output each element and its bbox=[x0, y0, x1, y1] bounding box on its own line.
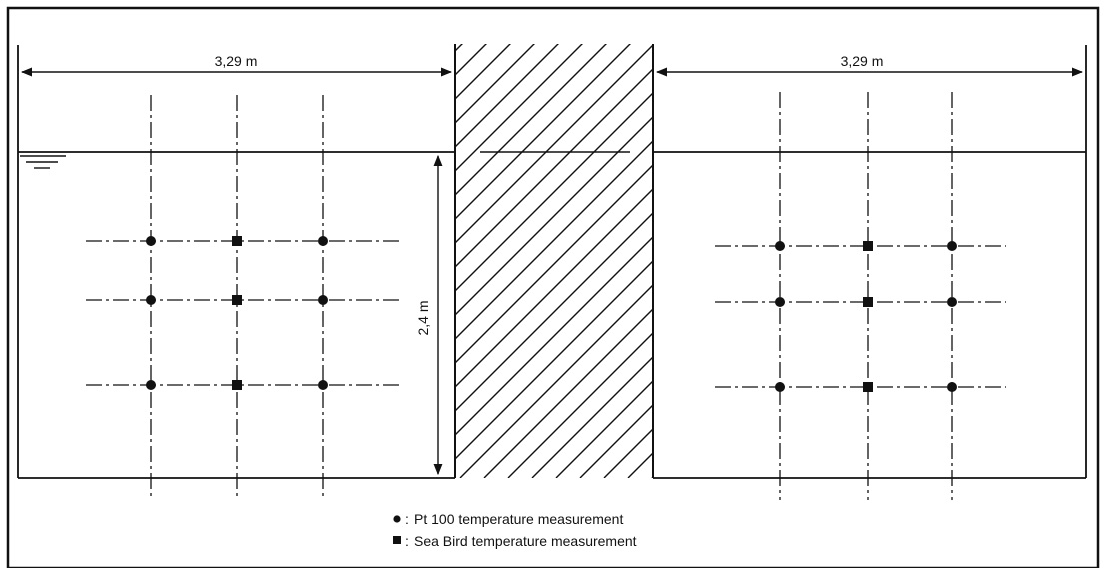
depth-dimension: 2,4 m bbox=[415, 154, 443, 476]
seabird-sensor-marker bbox=[232, 295, 242, 305]
depth-label: 2,4 m bbox=[415, 300, 431, 335]
pt100-sensor-marker bbox=[146, 236, 156, 246]
hatch-line bbox=[483, 308, 653, 478]
left-width-label: 3,29 m bbox=[215, 53, 258, 69]
hatch-line bbox=[555, 380, 653, 478]
hatch-line bbox=[455, 164, 653, 364]
pt100-sensor-marker bbox=[947, 382, 957, 392]
seabird-legend-label: Sea Bird temperature measurement bbox=[414, 533, 637, 549]
hatch-line bbox=[455, 44, 535, 124]
pt100-sensor-marker bbox=[146, 295, 156, 305]
seabird-sensor-marker bbox=[863, 382, 873, 392]
hatch-line bbox=[455, 44, 607, 196]
hatch-line bbox=[455, 212, 653, 412]
left-width-dimension: 3,29 m bbox=[20, 53, 453, 77]
seabird-legend-separator: : bbox=[405, 533, 409, 549]
hatch-line bbox=[0, 18, 440, 478]
right-width-label: 3,29 m bbox=[841, 53, 884, 69]
hatch-line bbox=[4, 18, 464, 478]
hatch-line bbox=[507, 332, 653, 478]
pt100-sensor-marker bbox=[775, 382, 785, 392]
hatch-line bbox=[455, 44, 487, 76]
pt100-sensor-marker bbox=[947, 241, 957, 251]
water-level-symbol bbox=[20, 155, 66, 169]
hatch-line bbox=[455, 260, 653, 460]
hatch-line bbox=[455, 44, 511, 100]
hatch-line bbox=[455, 236, 653, 436]
seabird-sensor-marker bbox=[863, 297, 873, 307]
hatch-line bbox=[603, 428, 653, 478]
outer-border bbox=[6, 6, 1100, 570]
hatch-line bbox=[531, 356, 653, 478]
pt100-sensor-marker bbox=[318, 236, 328, 246]
hatch-line bbox=[455, 44, 631, 220]
pt100-sensor-marker bbox=[318, 295, 328, 305]
seabird-legend-icon bbox=[393, 536, 401, 544]
hatch-line bbox=[676, 18, 1100, 478]
pt100-legend-label: Pt 100 temperature measurement bbox=[414, 511, 623, 527]
seabird-sensor-marker bbox=[232, 380, 242, 390]
hatch-line bbox=[455, 140, 653, 340]
pt100-legend-icon bbox=[393, 515, 401, 523]
pt100-sensor-marker bbox=[146, 380, 156, 390]
pt100-sensor-marker bbox=[947, 297, 957, 307]
sensor-markers bbox=[146, 236, 957, 392]
pt100-sensor-marker bbox=[775, 297, 785, 307]
pt100-sensor-marker bbox=[775, 241, 785, 251]
hatch-line bbox=[627, 452, 653, 478]
hatch-line bbox=[455, 92, 653, 292]
hatch-line bbox=[455, 188, 653, 388]
seabird-sensor-marker bbox=[863, 241, 873, 251]
hatch-line bbox=[455, 44, 463, 52]
hatch-line bbox=[455, 44, 653, 244]
hatched-wall bbox=[0, 18, 1100, 478]
hatch-line bbox=[651, 476, 653, 478]
right-tank bbox=[653, 45, 1087, 479]
seabird-sensor-marker bbox=[232, 236, 242, 246]
hatch-line bbox=[455, 116, 653, 316]
hatch-line bbox=[455, 68, 653, 268]
hatch-line bbox=[579, 404, 653, 478]
hatch-line bbox=[459, 284, 653, 478]
pt100-legend-separator: : bbox=[405, 511, 409, 527]
legend: : Pt 100 temperature measurement : Sea B… bbox=[393, 511, 637, 549]
hatch-line bbox=[455, 44, 559, 148]
pt100-sensor-marker bbox=[318, 380, 328, 390]
hatch-line bbox=[455, 44, 583, 172]
right-width-dimension: 3,29 m bbox=[655, 53, 1084, 77]
